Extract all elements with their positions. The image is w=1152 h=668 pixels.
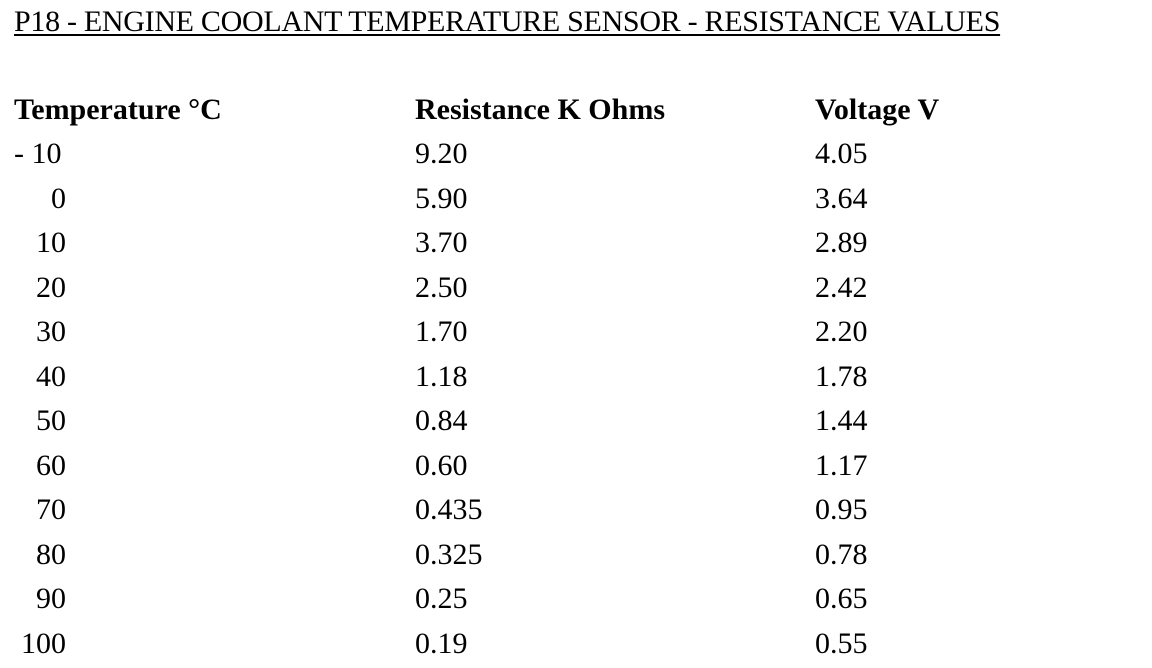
temperature-value: 0	[51, 181, 66, 215]
voltage-cell: 2.42	[815, 270, 868, 304]
temperature-value: 10	[36, 226, 66, 259]
temperature-value: - 10	[14, 137, 62, 170]
resistance-cell: 0.325	[415, 537, 483, 571]
header-voltage: Voltage V	[815, 93, 940, 126]
voltage-cell: 1.44	[815, 404, 868, 437]
header-resistance: Resistance K Ohms	[415, 93, 665, 126]
table-row: 0 5.90 3.64	[14, 177, 1134, 222]
temperature-cell: 70	[14, 488, 66, 532]
temperature-value: 80	[36, 537, 66, 571]
table-row: 50 0.84 1.44	[14, 399, 1134, 444]
voltage-cell: 0.65	[815, 582, 868, 615]
temperature-value: 90	[36, 582, 66, 615]
temperature-cell: 100	[14, 622, 66, 666]
page-title: P18 - ENGINE COOLANT TEMPERATURE SENSOR …	[14, 5, 1001, 38]
temperature-value: 60	[36, 448, 66, 482]
resistance-cell: 5.90	[415, 181, 468, 215]
temperature-value: 70	[36, 493, 66, 526]
resistance-cell: 9.20	[415, 137, 468, 170]
voltage-cell: 2.20	[815, 315, 868, 348]
resistance-cell: 0.60	[415, 448, 468, 482]
resistance-cell: 0.84	[415, 404, 468, 437]
temperature-value: 50	[36, 404, 66, 437]
table-row: 90 0.25 0.65	[14, 577, 1134, 622]
resistance-cell: 1.18	[415, 359, 468, 393]
voltage-cell: 0.78	[815, 537, 868, 571]
table-header-row: Temperature °C Resistance K Ohms Voltage…	[14, 88, 1134, 132]
temperature-value: 30	[36, 315, 66, 348]
temperature-cell: 30	[14, 310, 66, 354]
table-row: 70 0.435 0.95	[14, 488, 1134, 533]
table-row: 100 0.19 0.55	[14, 622, 1134, 667]
header-temperature: Temperature °C	[14, 93, 222, 126]
table-row: 10 3.70 2.89	[14, 221, 1134, 266]
voltage-cell: 2.89	[815, 226, 868, 259]
resistance-cell: 3.70	[415, 226, 468, 259]
temperature-cell: 10	[14, 221, 66, 265]
table-row: 60 0.60 1.17	[14, 444, 1134, 489]
temperature-cell: 60	[14, 444, 66, 488]
temperature-cell: 90	[14, 577, 66, 621]
table-row: 30 1.70 2.20	[14, 310, 1134, 355]
voltage-cell: 1.78	[815, 359, 868, 393]
temperature-cell: 20	[14, 266, 66, 310]
temperature-cell: 50	[14, 399, 66, 443]
table-row: 80 0.325 0.78	[14, 533, 1134, 578]
resistance-cell: 1.70	[415, 315, 468, 348]
temperature-value: 20	[36, 270, 66, 304]
voltage-cell: 4.05	[815, 137, 868, 170]
voltage-cell: 0.55	[815, 626, 868, 660]
table-row: 40 1.18 1.78	[14, 355, 1134, 400]
temperature-value: 40	[36, 359, 66, 393]
temperature-cell: 80	[14, 533, 66, 577]
table-row: - 10 9.20 4.05	[14, 132, 1134, 177]
voltage-cell: 3.64	[815, 181, 868, 215]
resistance-cell: 0.25	[415, 582, 468, 615]
temperature-cell: 0	[14, 177, 66, 221]
voltage-cell: 1.17	[815, 448, 868, 482]
temperature-cell: - 10	[14, 132, 62, 176]
resistance-cell: 0.435	[415, 493, 483, 526]
voltage-cell: 0.95	[815, 493, 868, 526]
resistance-table: Temperature °C Resistance K Ohms Voltage…	[14, 88, 1134, 666]
resistance-cell: 2.50	[415, 270, 468, 304]
resistance-cell: 0.19	[415, 626, 468, 660]
temperature-value: 100	[21, 626, 66, 660]
temperature-cell: 40	[14, 355, 66, 399]
table-row: 20 2.50 2.42	[14, 266, 1134, 311]
